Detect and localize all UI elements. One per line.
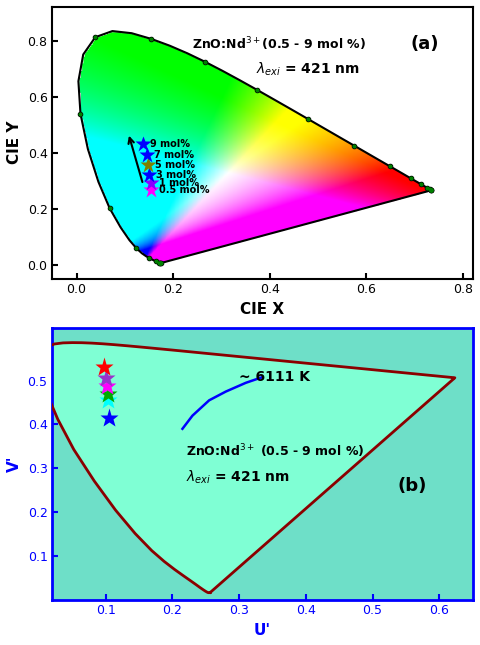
Text: $\lambda_{exi}$ = 421 nm: $\lambda_{exi}$ = 421 nm [185,468,289,486]
Text: ZnO:Nd$^{3+}$(0.5 - 9 mol %): ZnO:Nd$^{3+}$(0.5 - 9 mol %) [192,35,366,52]
Text: ~ 6111 K: ~ 6111 K [239,370,310,384]
Text: $\lambda_{exi}$ = 421 nm: $\lambda_{exi}$ = 421 nm [256,60,360,77]
Text: (b): (b) [397,477,426,495]
Y-axis label: CIE Y: CIE Y [7,121,22,164]
Text: 1 mol%: 1 mol% [158,178,198,188]
Text: (a): (a) [409,35,438,53]
X-axis label: CIE X: CIE X [240,302,284,317]
Text: ZnO:Nd$^{3+}$ (0.5 - 9 mol %): ZnO:Nd$^{3+}$ (0.5 - 9 mol %) [185,442,363,459]
X-axis label: U': U' [253,623,271,638]
Text: 0.5 mol%: 0.5 mol% [158,185,209,195]
Y-axis label: V': V' [7,455,22,472]
Text: 5 mol%: 5 mol% [155,160,195,170]
Polygon shape [40,342,454,593]
Text: 9 mol%: 9 mol% [150,139,190,149]
Text: 3 mol%: 3 mol% [156,170,196,180]
Text: 7 mol%: 7 mol% [154,150,193,161]
